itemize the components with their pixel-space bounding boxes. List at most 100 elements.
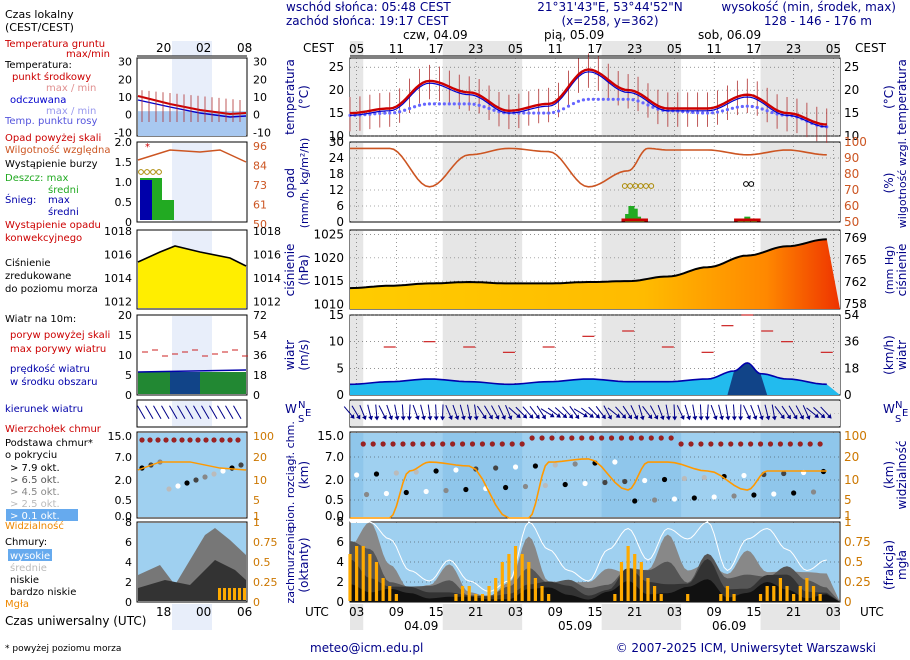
legend-cov-ytick-1: 6 <box>125 536 132 549</box>
legend-temp-ytick-2: 10 <box>118 91 132 104</box>
fog-bar-63 <box>765 586 769 601</box>
night-band-temp-3 <box>760 59 840 135</box>
night-bottom-1 <box>442 604 523 630</box>
cloud-base-dot <box>562 481 568 488</box>
fog-bar-71 <box>818 594 822 601</box>
wind-ytick-r-2: 18 <box>844 361 859 375</box>
legend-storm-circle <box>144 169 150 175</box>
cloud-base-dot <box>413 469 419 475</box>
wind-arrow-head <box>752 415 758 421</box>
cloud-base-dot <box>701 474 707 481</box>
legend-wind-arrow <box>177 405 186 419</box>
wind-arrow-head <box>615 413 621 418</box>
cloud-top-dot <box>698 441 704 447</box>
wind-arrow-50 <box>676 405 685 420</box>
legend-wind-arrow <box>161 405 170 419</box>
wind-arrow-8 <box>400 404 406 421</box>
cloud-base-dot <box>363 491 370 498</box>
wind-arrow-head <box>368 415 374 421</box>
fog-bar-68 <box>798 586 802 601</box>
wind-arrow-head <box>421 415 426 421</box>
wind-arrow-head <box>473 416 479 421</box>
wind-arrow-34 <box>569 405 580 420</box>
cloud-base-dot <box>731 493 737 499</box>
fog-bar-23 <box>500 562 504 601</box>
cloud-base-dot <box>542 482 548 489</box>
fog-bar-6 <box>388 586 392 601</box>
dew-point <box>417 103 422 107</box>
humidity-ytick-4: 60 <box>844 199 859 213</box>
cest-tick-10: 17 <box>746 42 761 56</box>
cloud-top-dot <box>450 441 456 447</box>
dew-point <box>542 111 546 115</box>
legend-wind-arrow-shaft <box>193 405 202 419</box>
wind-arrow-head <box>738 416 744 421</box>
wind-arrow-head <box>440 416 446 421</box>
legend-cloud-top <box>227 437 233 443</box>
temp-line <box>349 68 827 126</box>
dew-point <box>552 110 556 115</box>
pres-ytick-2: 1015 <box>313 274 344 288</box>
cloud-ytick-0: 15.0 <box>317 429 344 443</box>
legend-wind-arrow-shaft <box>169 405 178 419</box>
storm-circle <box>748 181 755 187</box>
cloud-base-dot <box>552 462 558 468</box>
fog-bar-29 <box>540 586 544 601</box>
wind-arrow-head <box>653 414 659 420</box>
legend-cloud-ytick-0: 15.0 <box>108 430 133 443</box>
utc-tick-11: 21 <box>786 605 801 619</box>
wind-arrow-head <box>771 416 777 421</box>
legend-fog-ytick-4: 0 <box>253 596 260 609</box>
wind-ytick-2: 5 <box>336 361 344 375</box>
dew-point <box>522 111 526 115</box>
cloud-top-dot <box>777 441 784 447</box>
legend-wind-ytick-r-1: 54 <box>253 329 267 342</box>
legend-cloud-top <box>195 437 201 443</box>
legend-cloud-base <box>166 486 172 492</box>
wind-arrow-71 <box>813 406 826 419</box>
wind-arrow-head <box>692 416 698 421</box>
wind-arrow-head <box>574 414 580 420</box>
cloud-top-dot <box>589 435 595 441</box>
wind-arrow-46 <box>649 405 659 420</box>
fog-bar-24 <box>507 554 511 601</box>
wind-arrow-42 <box>622 405 633 420</box>
wind-ytick-1: 10 <box>329 335 344 349</box>
wind-arrow-58 <box>731 404 737 421</box>
pres-ytick-r-1: 765 <box>844 253 867 267</box>
fog-bar-56 <box>719 594 723 601</box>
wind-arrow-head <box>562 413 568 419</box>
wind-arrow-head <box>356 414 361 420</box>
cloud-top-dot <box>400 441 406 447</box>
wind-arrow-68 <box>795 405 804 420</box>
legend-feels-line <box>137 99 247 118</box>
pres-ytick-0: 1025 <box>313 228 344 242</box>
cloud-base-dot <box>423 488 429 495</box>
wind-arrow-head <box>680 415 685 420</box>
dew-point <box>725 108 730 112</box>
fog-bar-0 <box>348 554 352 601</box>
utc-tick-2: 15 <box>428 605 443 619</box>
night-top-3 <box>760 41 840 56</box>
fog-bar-51 <box>686 594 690 601</box>
wind-arrow-head <box>507 415 513 420</box>
legend-fog-bar <box>218 588 221 600</box>
wind-arrow-60 <box>743 405 751 420</box>
vis-ytick-3: 5 <box>844 493 852 507</box>
dew-point <box>403 108 407 112</box>
opad-ytick-5: 0 <box>336 215 344 229</box>
dew-point <box>646 103 650 107</box>
legend-wind-arrow-shaft <box>217 405 226 419</box>
cloud-top-dot <box>688 441 694 447</box>
cloud-top-dot <box>559 435 565 441</box>
wind-arrow-head <box>780 414 785 420</box>
pres-ytick-r-2: 762 <box>844 275 867 289</box>
vis-ytick-1: 20 <box>844 450 859 464</box>
wind-arrow-head <box>786 414 791 420</box>
legend-pres-ytick-r-0: 1018 <box>253 225 281 238</box>
cloud-base-dot <box>771 491 777 497</box>
wind-arrow-head <box>601 414 606 420</box>
dew-point <box>561 107 566 111</box>
wind-arrow-62 <box>757 404 764 421</box>
